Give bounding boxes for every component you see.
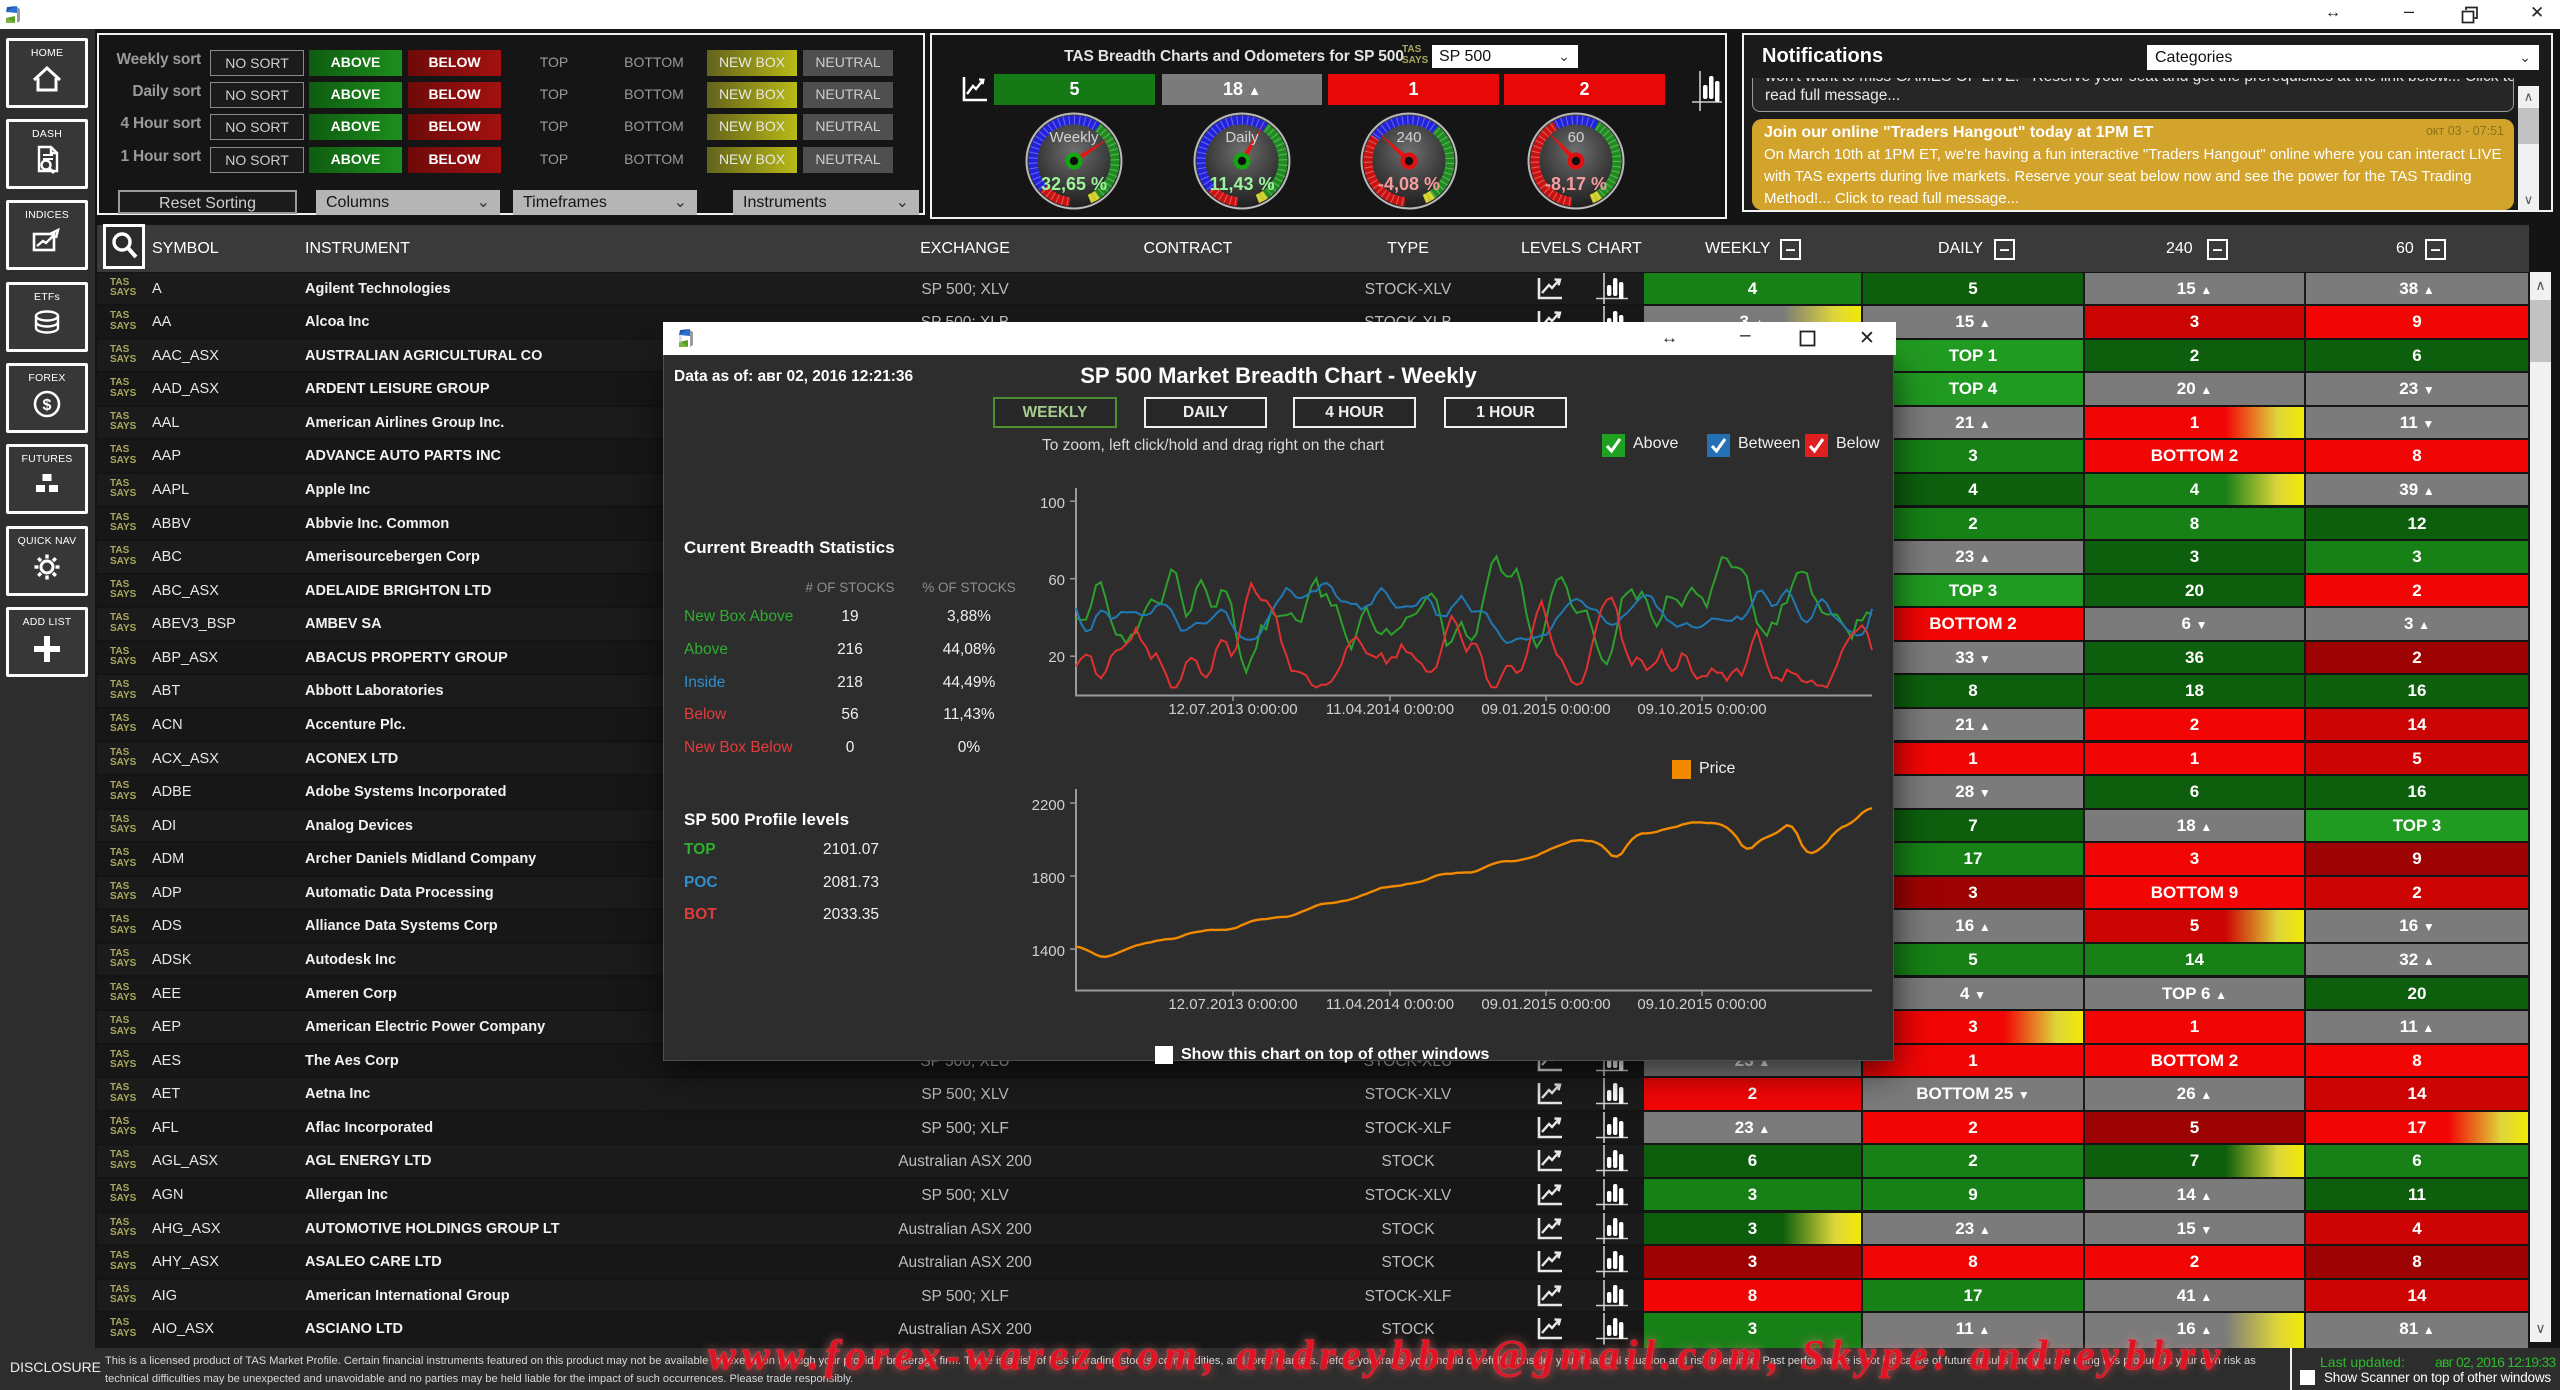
svg-text:Daily: Daily — [1225, 129, 1259, 146]
svg-text:12.07.2013 0:00:00: 12.07.2013 0:00:00 — [1168, 701, 1297, 718]
svg-text:-8,17 %: -8,17 % — [1545, 174, 1607, 194]
svg-text:12.07.2013 0:00:00: 12.07.2013 0:00:00 — [1168, 996, 1297, 1013]
svg-text:09.01.2015 0:00:00: 09.01.2015 0:00:00 — [1481, 701, 1610, 718]
svg-text:60: 60 — [1568, 129, 1585, 146]
svg-text:20: 20 — [1048, 649, 1065, 666]
svg-text:240: 240 — [1396, 129, 1421, 146]
svg-text:2200: 2200 — [1032, 797, 1065, 814]
svg-text:09.01.2015 0:00:00: 09.01.2015 0:00:00 — [1481, 996, 1610, 1013]
svg-text:09.10.2015 0:00:00: 09.10.2015 0:00:00 — [1637, 701, 1766, 718]
svg-text:100: 100 — [1040, 495, 1065, 512]
svg-text:1800: 1800 — [1032, 870, 1065, 887]
svg-text:11.04.2014 0:00:00: 11.04.2014 0:00:00 — [1326, 701, 1454, 718]
svg-text:Weekly: Weekly — [1050, 129, 1099, 146]
svg-text:11,43 %: 11,43 % — [1209, 174, 1274, 194]
svg-text:$: $ — [43, 397, 52, 414]
svg-text:11.04.2014 0:00:00: 11.04.2014 0:00:00 — [1326, 996, 1454, 1013]
svg-text:60: 60 — [1048, 572, 1065, 589]
svg-text:09.10.2015 0:00:00: 09.10.2015 0:00:00 — [1637, 996, 1766, 1013]
svg-text:1400: 1400 — [1032, 943, 1065, 960]
svg-text:32,65 %: 32,65 % — [1041, 174, 1107, 194]
svg-text:-4,08 %: -4,08 % — [1378, 174, 1440, 194]
